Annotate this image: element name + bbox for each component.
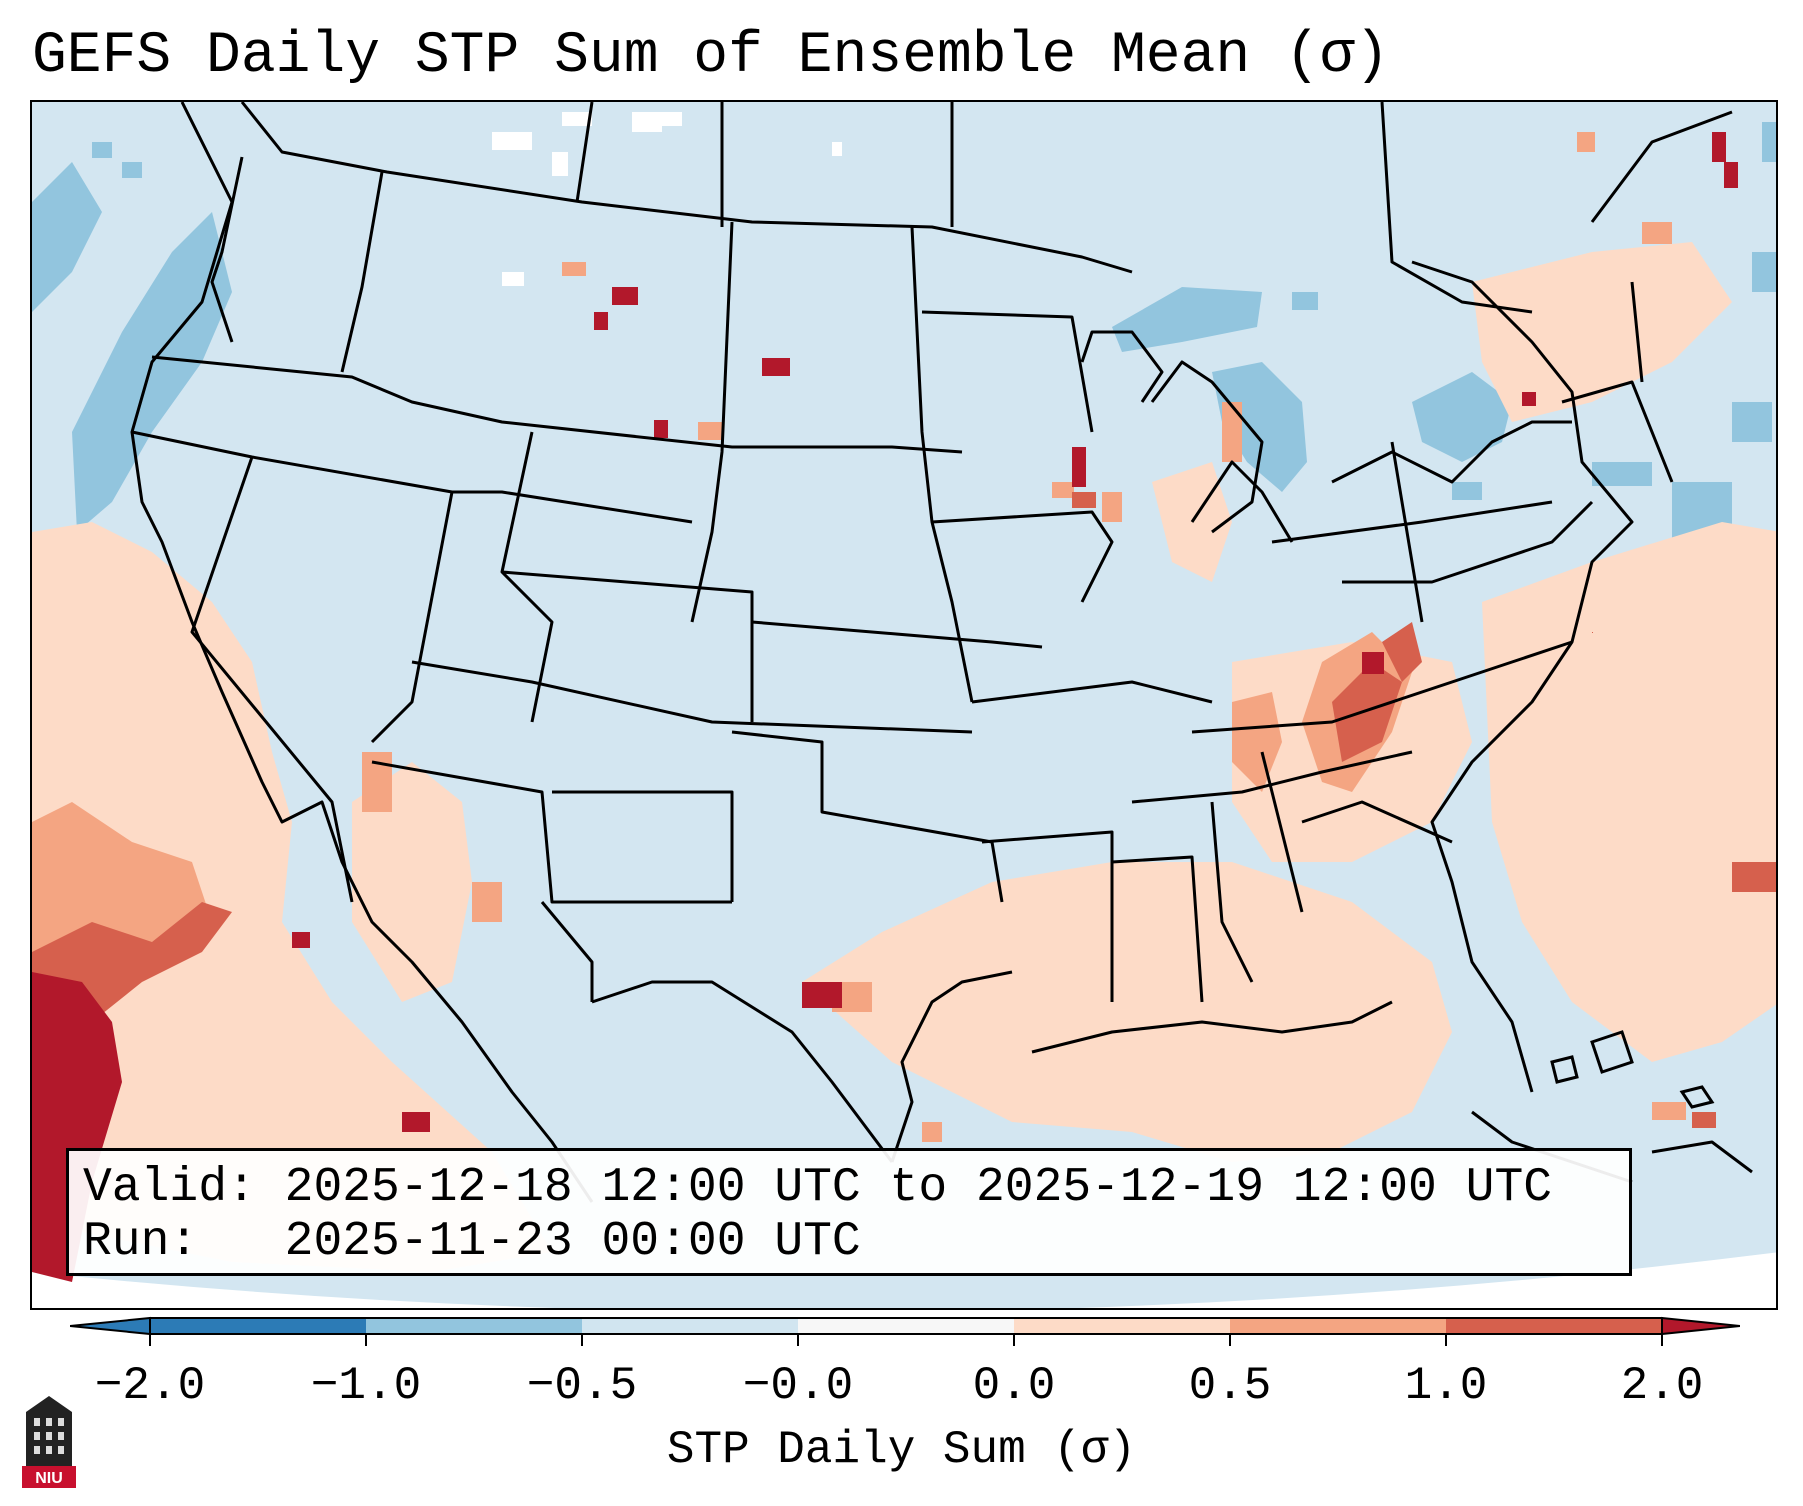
run-label: Run:: [83, 1215, 199, 1269]
valid-line: Valid: 2025-12-18 12:00 UTC to 2025-12-1…: [83, 1161, 1552, 1215]
colorbar-segment: [1446, 1318, 1662, 1334]
colorbar-tick-label: −1.0: [310, 1360, 422, 1412]
colorbar-tick-label: −0.5: [526, 1360, 638, 1412]
colorbar-label: STP Daily Sum (σ): [666, 1424, 1137, 1476]
positive-anomaly-region: [32, 242, 1776, 1272]
colorbar-segment: [1230, 1318, 1446, 1334]
near-zero-cells: [492, 112, 842, 286]
map-panel: [30, 100, 1778, 1310]
chart-title: GEFS Daily STP Sum of Ensemble Mean (σ): [32, 24, 1390, 89]
colorbar-tick-label: −2.0: [94, 1360, 206, 1412]
valid-label: Valid:: [83, 1161, 256, 1215]
strong-positive-cells: [32, 132, 1738, 1282]
colorbar-extend-high: [1661, 1316, 1740, 1336]
colorbar: [70, 1316, 1740, 1346]
logo-text: NIU: [35, 1470, 63, 1487]
colorbar-tick-label: 0.0: [972, 1360, 1056, 1412]
valid-run-infobox: Valid: 2025-12-18 12:00 UTC to 2025-12-1…: [66, 1148, 1632, 1276]
political-boundaries: [130, 102, 1753, 1203]
colorbar-tick-label: 1.0: [1404, 1360, 1488, 1412]
colorbar-tick-label: 2.0: [1620, 1360, 1704, 1412]
colorbar-segment: [1014, 1318, 1230, 1334]
colorbar-segment: [582, 1318, 798, 1334]
islands: [1550, 1030, 1715, 1109]
run-line: Run: 2025-11-23 00:00 UTC: [83, 1215, 861, 1269]
colorbar-tick-label: 0.5: [1188, 1360, 1272, 1412]
colorbar-tick-label: −0.0: [742, 1360, 854, 1412]
valid-value: 2025-12-18 12:00 UTC to 2025-12-19 12:00…: [284, 1161, 1553, 1215]
colorbar-extend-low: [70, 1316, 151, 1336]
run-value: 2025-11-23 00:00 UTC: [284, 1215, 861, 1269]
colorbar-segment: [150, 1318, 366, 1334]
stp-map: [32, 102, 1776, 1308]
niu-tower-icon: NIU: [22, 1396, 76, 1488]
colorbar-segment: [366, 1318, 582, 1334]
colorbar-segment: [798, 1318, 1014, 1334]
